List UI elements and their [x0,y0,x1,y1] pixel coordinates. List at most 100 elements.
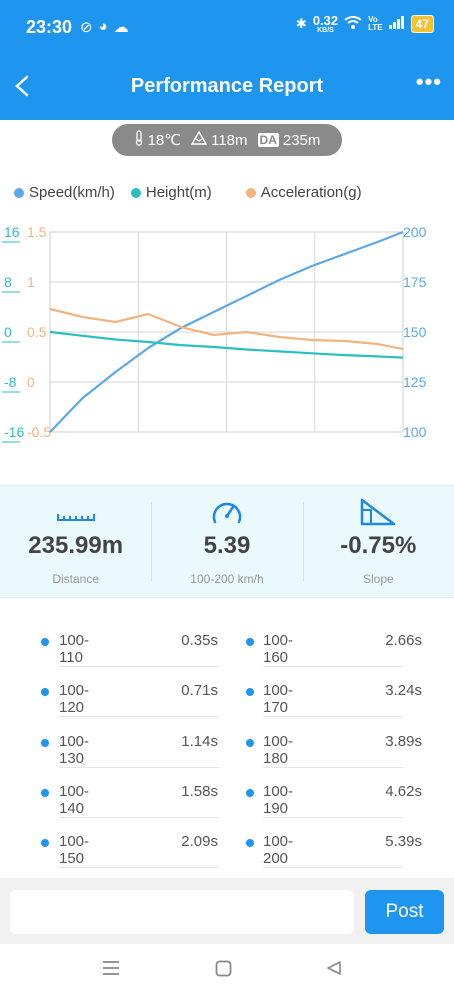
comment-input[interactable] [10,890,354,934]
split-divider [59,716,219,717]
altitude-value: 118m [211,131,248,149]
split-range: 100-180 [263,733,294,767]
split-time: 2.66s [385,632,422,649]
bluetooth-icon: ✱ [295,16,307,31]
split-row: 100-120 0.71s 100-170 3.24s [0,667,454,717]
stat-distance-value: 235.99m [28,532,124,559]
chart-legend: Speed(km/h) Height(m) Acceleration(g) [14,184,362,201]
y-left-inner-tick-label: -0.5 [27,424,51,440]
slope-icon [303,498,454,528]
split-time: 5.39s [385,833,422,850]
y-left-inner-tick-label: 1.5 [27,224,47,240]
conditions-pill: 18℃ 118m DA 235m [112,124,342,156]
status-bar: 23:30 ⊘ ◕ ☁ ✱ 0.32 KB/S Vo LTE 47 [0,0,454,55]
da-badge: DA [257,133,279,147]
menu-icon[interactable] [102,960,120,981]
temperature-item: 18℃ [134,130,181,150]
split-row: 100-130 1.14s 100-180 3.89s [0,718,454,768]
volte-bottom: LTE [368,23,383,32]
split-time: 3.89s [385,733,422,750]
more-options-icon[interactable]: ••• [415,69,442,94]
y-right-tick-label: 175 [403,274,427,290]
split-range: 100-170 [263,682,294,716]
split-divider [59,817,219,818]
split-divider [263,867,403,868]
y-left-outer-tick-label: 16 [4,224,20,240]
stat-time-label: 100-200 km/h [190,572,264,586]
y-left-outer-tick-label: 0 [4,324,12,340]
legend-height[interactable]: Height(m) [130,184,212,201]
signal-icon [388,16,405,32]
stat-slope-value: -0.75% [340,532,417,559]
split-dot [246,839,254,847]
split-range: 100-200 [263,833,294,867]
split-dot [41,688,49,696]
legend-acceleration-label: Acceleration(g) [260,184,362,201]
home-icon[interactable] [215,960,232,982]
network-speed-value: 0.32 [312,13,339,28]
split-row: 100-110 0.35s 100-160 2.66s [0,617,454,667]
y-left-outer-tick-label: 8 [4,274,12,290]
network-speed-unit: KB/S [317,27,334,34]
app-header: Performance Report ••• [0,55,454,120]
y-right-tick-label: 150 [403,324,427,340]
performance-chart: 16 8 0 -8 -16 1.5 1 0.5 0 -0.5 200 175 150 125 100 [2,224,427,443]
stat-time: 5.39 100-200 km/h [151,486,302,597]
post-button[interactable]: Post [365,890,444,934]
ruler-icon [0,498,151,528]
series-line-acceleration [49,307,404,351]
split-dot [246,688,254,696]
split-range: 100-110 [59,632,90,666]
y-right-tick-label: 200 [403,224,427,240]
legend-height-label: Height(m) [145,184,212,201]
legend-acceleration[interactable]: Acceleration(g) [245,184,362,201]
y-right-tick-label: 125 [403,374,427,390]
split-row: 100-140 1.58s 100-190 4.62s [0,768,454,818]
split-time: 4.62s [385,783,422,800]
weather-app-icon: ◕ [98,18,108,35]
split-dot [41,739,49,747]
y-left-inner-tick-label: 0 [27,374,35,390]
y-left-outer-tick-label: -8 [4,374,17,390]
y-right-tick-label: 100 [403,424,427,440]
split-divider [263,716,403,717]
split-dot [41,638,49,646]
split-time: 0.35s [181,632,218,649]
y-left-inner-tick-label: 0.5 [27,324,47,340]
split-divider [59,867,219,868]
y-left-inner-tick-label: 1 [27,274,35,290]
back-icon[interactable] [12,69,42,103]
split-time: 3.24s [385,682,422,699]
split-range: 100-120 [59,682,90,716]
system-navigation-bar [0,944,454,999]
split-divider [59,767,219,768]
series-line-speed [49,230,404,433]
series-line-height [49,330,404,359]
split-range: 100-150 [59,833,90,867]
app-notification-icon: ⊘ [80,19,93,36]
legend-speed-label: Speed(km/h) [29,184,115,201]
split-range: 100-160 [263,632,294,666]
stat-slope: -0.75% Slope [302,486,454,597]
split-time: 1.14s [181,733,218,750]
altitude-item: 118m [190,130,248,149]
stat-distance: 235.99m Distance [0,486,151,597]
legend-speed[interactable]: Speed(km/h) [14,184,115,201]
volte-indicator: Vo LTE [368,16,383,32]
status-indicators: ✱ 0.32 KB/S Vo LTE 47 [296,14,434,34]
comment-bar: Post [0,878,454,944]
legend-acceleration-dot [245,187,256,198]
density-altitude-value: 235m [282,131,321,149]
split-time: 0.71s [181,682,218,699]
split-dot [246,739,254,747]
stat-time-value: 5.39 [203,532,251,559]
stats-panel: 235.99m Distance 5.39 100-200 km/h -0.75… [0,485,454,598]
battery-indicator: 47 [410,15,434,33]
split-dot [41,789,49,797]
split-divider [59,666,219,667]
back-nav-icon[interactable] [326,960,342,981]
thermometer-icon [134,130,144,150]
y-left-outer-tick-label: -16 [4,424,24,440]
split-time: 1.58s [181,783,218,800]
volte-top: Vo [368,15,378,24]
